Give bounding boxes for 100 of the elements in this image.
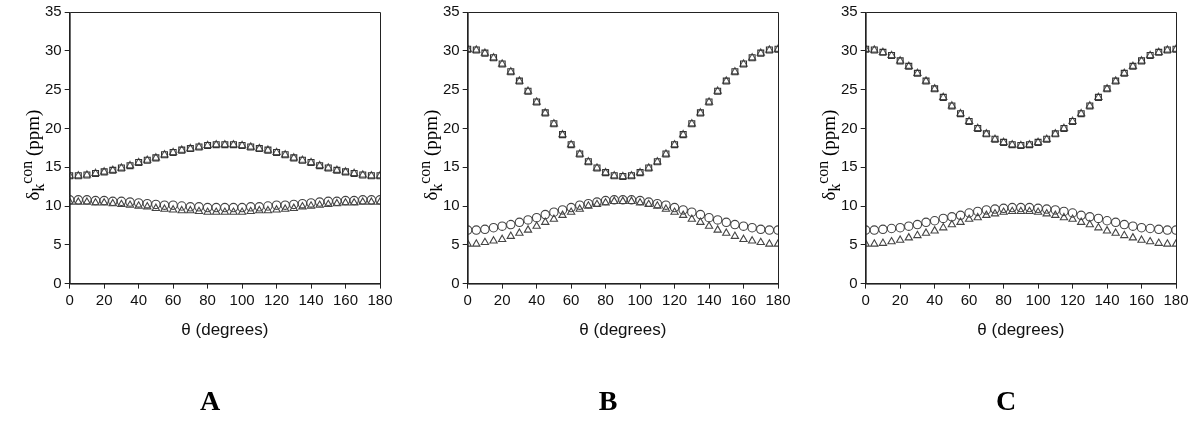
point <box>670 207 679 215</box>
point <box>886 223 897 234</box>
point <box>687 207 697 217</box>
y-tick-label: 0 <box>849 273 858 291</box>
point <box>999 207 1008 215</box>
y-tick-label: 10 <box>45 196 62 214</box>
point <box>756 237 765 246</box>
point <box>203 207 212 215</box>
point <box>982 210 991 218</box>
point <box>1111 228 1120 236</box>
x-tick-label: 140 <box>1094 290 1120 308</box>
point <box>1067 208 1078 218</box>
point <box>1085 212 1095 222</box>
point <box>497 221 507 231</box>
point <box>220 207 230 215</box>
point <box>1102 226 1112 234</box>
point <box>471 225 482 235</box>
point <box>669 202 680 213</box>
point <box>177 205 186 214</box>
point <box>956 217 965 225</box>
point <box>245 202 256 212</box>
x-tick-label: 120 <box>1060 290 1086 308</box>
x-tick-label: 100 <box>627 290 653 308</box>
point <box>939 222 948 231</box>
point <box>1120 230 1129 239</box>
point <box>151 203 161 211</box>
point <box>1110 217 1121 228</box>
point <box>895 235 905 243</box>
point <box>168 205 178 213</box>
point <box>271 200 282 210</box>
point <box>549 207 559 217</box>
x-tick-label: 20 <box>493 290 511 308</box>
point <box>289 203 298 211</box>
point <box>756 224 766 235</box>
point <box>929 215 940 226</box>
point <box>878 224 888 235</box>
point <box>1136 222 1147 233</box>
point <box>747 222 757 233</box>
point <box>764 225 775 235</box>
point <box>237 207 247 215</box>
point <box>695 209 706 220</box>
point <box>289 199 299 210</box>
y-tick-label: 5 <box>451 234 460 252</box>
y-tick-label: 35 <box>45 2 62 20</box>
point <box>531 212 542 223</box>
point <box>298 202 307 210</box>
point <box>869 225 880 235</box>
point <box>272 205 281 213</box>
point <box>514 217 525 228</box>
point <box>990 209 1000 217</box>
point <box>523 215 533 225</box>
point <box>160 204 169 212</box>
point <box>1050 205 1061 215</box>
y-tick-label: 15 <box>45 157 62 175</box>
point <box>964 214 974 222</box>
point <box>1163 239 1172 247</box>
x-tick-label: 40 <box>130 290 147 308</box>
point <box>739 234 748 243</box>
point <box>947 219 957 228</box>
point <box>1102 215 1112 226</box>
point <box>1068 214 1077 222</box>
text: A <box>198 385 222 417</box>
x-tick-label: 140 <box>298 290 324 308</box>
x-axis-title: θ (degrees) <box>181 320 269 340</box>
point <box>488 222 499 233</box>
point <box>558 210 567 218</box>
x-tick-label: 60 <box>960 290 978 308</box>
point <box>696 217 705 225</box>
point <box>246 206 255 215</box>
point <box>947 212 957 222</box>
point <box>955 210 966 221</box>
point <box>566 207 576 215</box>
point <box>1041 204 1052 214</box>
point <box>730 219 740 230</box>
point <box>176 201 187 211</box>
point <box>921 228 931 236</box>
point <box>541 217 550 225</box>
y-tick-label: 5 <box>849 234 858 252</box>
point <box>497 234 507 243</box>
point <box>1016 206 1026 215</box>
x-tick-label: 20 <box>891 290 909 308</box>
point <box>151 199 161 210</box>
y-tick-label: 35 <box>443 2 460 20</box>
point <box>913 230 922 239</box>
point <box>143 202 152 210</box>
point <box>990 204 1000 214</box>
point <box>540 209 551 220</box>
point <box>480 224 490 235</box>
x-tick-label: 60 <box>164 290 182 308</box>
x-tick-label: 100 <box>229 290 255 308</box>
point <box>574 200 585 210</box>
point <box>938 213 949 224</box>
x-tick-label: 60 <box>562 290 580 308</box>
point <box>1085 219 1094 228</box>
point <box>921 217 931 228</box>
point <box>480 237 490 246</box>
point <box>964 208 974 218</box>
point <box>1016 202 1026 213</box>
point <box>878 238 888 246</box>
y-tick-label: 25 <box>443 79 460 97</box>
